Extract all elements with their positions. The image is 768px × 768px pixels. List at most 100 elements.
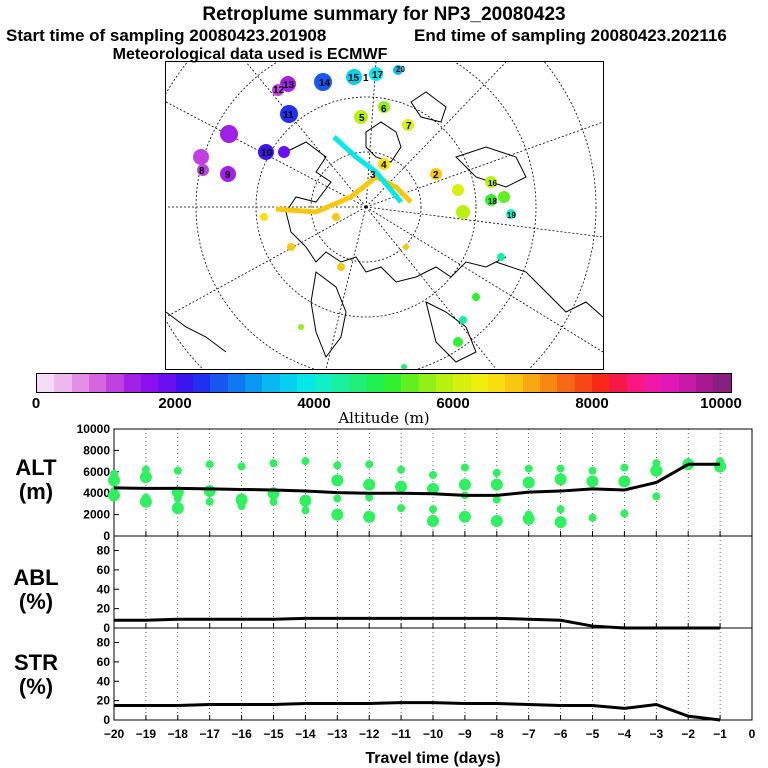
colorbar-swatch [487, 374, 506, 392]
svg-text:8: 8 [199, 166, 205, 177]
colorbar-swatch [557, 374, 575, 392]
svg-text:11: 11 [283, 110, 294, 121]
cluster-point [460, 463, 469, 472]
colorbar-swatch [141, 374, 159, 392]
abl-panel-label: ABL (%) [13, 565, 59, 614]
cluster-point [492, 495, 501, 504]
colorbar-swatch [89, 374, 107, 392]
cluster-point [363, 478, 376, 491]
colorbar [36, 373, 732, 393]
svg-text:18: 18 [488, 197, 497, 206]
cluster-point [173, 494, 182, 503]
x-tick-label: −15 [263, 727, 284, 741]
x-tick-label: 0 [749, 727, 756, 741]
x-tick-label: −14 [295, 727, 316, 741]
cluster-point [556, 464, 565, 473]
svg-text:4: 4 [381, 160, 387, 171]
cluster-point [522, 476, 535, 489]
cluster-point [237, 462, 246, 471]
colorbar-swatch [262, 374, 280, 392]
x-tick-label: −1 [713, 727, 727, 741]
colorbar-swatch [696, 374, 714, 392]
x-tick-label: −18 [168, 727, 189, 741]
y-tick-label: 20 [97, 602, 111, 616]
colorbar-swatch [297, 374, 315, 392]
x-tick-label: −11 [391, 727, 411, 741]
cluster-point [267, 487, 280, 500]
cluster-point [397, 504, 406, 513]
colorbar-swatch [435, 374, 454, 392]
colorbar-swatch [592, 374, 610, 392]
colorbar-tick: 0 [31, 395, 41, 412]
cluster-point [554, 473, 567, 486]
cluster-markers [193, 65, 516, 370]
cluster-point [588, 466, 597, 475]
svg-text:10: 10 [261, 148, 273, 159]
cluster-point [556, 505, 565, 514]
colorbar-swatch [314, 374, 332, 392]
cluster-point [524, 510, 533, 519]
svg-text:13: 13 [283, 80, 295, 91]
colorbar-tick: 8000 [575, 395, 609, 412]
cluster-point [331, 474, 344, 487]
cluster-point [714, 460, 727, 473]
y-tick-label: 80 [97, 544, 111, 558]
cluster-point [235, 493, 248, 506]
colorbar-tick: 6000 [436, 395, 470, 412]
colorbar-swatch [227, 374, 246, 392]
colorbar-swatch [626, 374, 645, 392]
panel-frame [113, 627, 753, 721]
series-line [114, 616, 721, 630]
cluster-point [490, 478, 503, 491]
colorbar-swatch [37, 374, 55, 392]
cluster-point [139, 471, 152, 484]
cluster-point [333, 461, 342, 470]
cluster-point [522, 512, 535, 525]
y-tick-label: 6000 [83, 465, 110, 479]
cluster-point [141, 465, 150, 474]
svg-text:9: 9 [225, 170, 231, 181]
cluster-point [363, 510, 376, 523]
y-tick-label: 40 [97, 674, 111, 688]
cluster-point [301, 506, 310, 515]
trajectory-cyan [332, 135, 403, 204]
y-tick-label: 8000 [83, 443, 110, 457]
cluster-point [586, 475, 599, 488]
cluster-point [299, 494, 312, 507]
colorbar-swatch [193, 374, 211, 392]
colorbar-swatch [54, 374, 72, 392]
cluster-point [333, 494, 342, 503]
svg-text:2: 2 [433, 170, 439, 181]
cluster-point [203, 485, 216, 498]
cluster-point [269, 459, 278, 468]
colorbar-swatch [678, 374, 697, 392]
colorbar-swatch [539, 374, 558, 392]
polar-map: 14 15 1 17 20 13 12 11 10 9 8 6 5 7 4 3 … [135, 0, 604, 438]
series-line [113, 462, 721, 497]
y-tick-label: 0 [103, 713, 110, 727]
colorbar-swatch [713, 374, 731, 392]
x-tick-label: −6 [554, 727, 568, 741]
cluster-point [460, 491, 469, 500]
cluster-point [652, 492, 661, 501]
cluster-point [269, 497, 278, 506]
cluster-point [618, 475, 631, 488]
colorbar-swatch [401, 374, 419, 392]
cluster-point [110, 469, 118, 478]
svg-text:19: 19 [507, 211, 516, 220]
cluster-point [237, 502, 246, 511]
x-axis-label: Travel time (days) [365, 750, 500, 767]
panel-frame [113, 428, 753, 537]
colorbar-tick: 10000 [700, 395, 742, 412]
x-tick-label: −20 [104, 727, 125, 741]
colorbar-swatch [331, 374, 350, 392]
colorbar-swatch [123, 374, 142, 392]
cluster-point [620, 509, 629, 518]
colorbar-label: Altitude (m) [338, 409, 430, 427]
met-data-text: Meteorological data used is ECMWF [112, 46, 388, 63]
x-tick-label: −8 [490, 727, 504, 741]
cluster-point [110, 487, 118, 496]
colorbar-tick: 4000 [297, 395, 331, 412]
svg-text:15: 15 [348, 73, 360, 84]
cluster-point [427, 515, 439, 528]
